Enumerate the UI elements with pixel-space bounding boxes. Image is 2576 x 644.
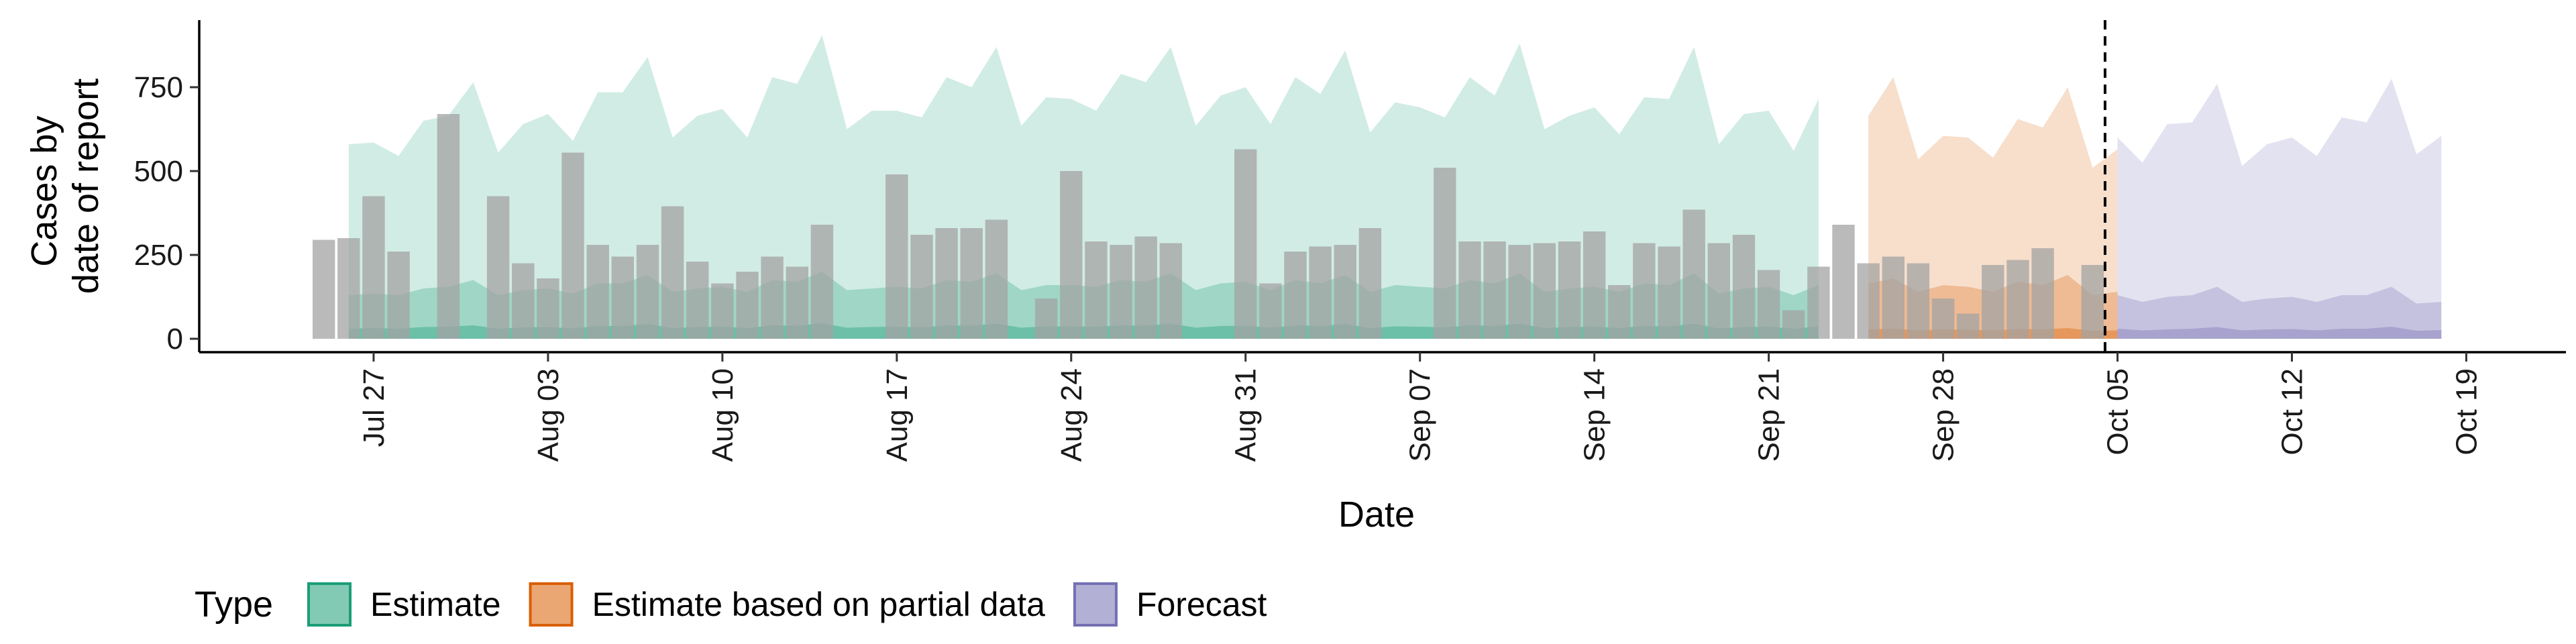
reported-cases-bar (586, 245, 609, 339)
reported-cases-bar (561, 152, 584, 339)
reported-cases-bar (512, 263, 535, 339)
reported-cases-bar (935, 228, 958, 339)
reported-cases-bar (686, 262, 709, 339)
reported-cases-bar (1957, 313, 1980, 339)
legend-key-estimate (307, 582, 352, 627)
reported-cases-bar (1358, 228, 1382, 339)
reported-cases-bar (910, 235, 933, 339)
reported-cases-bar (1807, 266, 1830, 339)
reported-cases-bar (1982, 265, 2004, 339)
reported-cases-bar (1682, 209, 1705, 339)
reported-cases-bar (636, 245, 659, 339)
reported-cases-bar (985, 219, 1008, 339)
reported-cases-bar (1309, 246, 1332, 339)
reported-cases-bar (1159, 243, 1182, 339)
reported-cases-bar (1608, 285, 1631, 339)
x-tick-label: Aug 03 (532, 368, 565, 462)
y-axis-title-line-1: Cases by (24, 115, 64, 266)
reported-cases-bar (761, 256, 784, 339)
reported-cases-bar (1558, 241, 1581, 339)
reported-cases-bar (362, 196, 385, 339)
x-tick-label: Aug 17 (881, 368, 914, 462)
x-tick-label: Sep 21 (1753, 368, 1786, 462)
y-tick-label: 500 (134, 155, 183, 188)
reported-cases-bar (885, 174, 908, 339)
x-tick-label: Sep 07 (1404, 368, 1437, 462)
x-tick-label: Sep 14 (1578, 368, 1611, 462)
reported-cases-bar (2081, 265, 2104, 339)
reported-cases-bar (1857, 263, 1880, 339)
legend-label: Estimate based on partial data (592, 586, 1046, 623)
reported-cases-bar (1732, 235, 1756, 339)
x-axis-title: Date (1338, 494, 1415, 535)
legend-label: Estimate (370, 586, 501, 623)
x-tick-label: Aug 10 (706, 368, 739, 462)
reported-cases-bar (1707, 243, 1730, 339)
reported-cases-bar (2006, 260, 2029, 339)
x-tick-label: Oct 12 (2276, 368, 2309, 455)
reported-cases-bar (1134, 236, 1157, 339)
reported-cases-bar (1931, 299, 1955, 339)
x-tick-label: Sep 28 (1927, 368, 1960, 462)
reported-cases-bar (486, 196, 510, 339)
reported-cases-bar (1533, 243, 1556, 339)
reported-cases-bar (1483, 241, 1506, 339)
x-tick-label: Oct 05 (2102, 368, 2135, 455)
reported-cases-bar (1334, 245, 1356, 339)
reported-cases-bar (313, 239, 335, 339)
reported-cases-bar (2031, 248, 2054, 339)
reported-cases-bar (387, 252, 410, 339)
reported-cases-bar (437, 114, 460, 339)
reported-cases-bar (337, 238, 360, 339)
reported-cases-bar (1658, 246, 1680, 339)
reported-cases-bar (1907, 263, 1930, 339)
plot-area (313, 20, 2442, 352)
reported-cases-bar (736, 272, 759, 339)
x-tick-label: Aug 31 (1230, 368, 1263, 462)
reported-cases-bar (786, 266, 808, 339)
legend-key-forecast (1073, 582, 1118, 627)
ribbon-estimate-based-on-partial-data-upper90 (1868, 77, 2118, 339)
reported-cases-bar (810, 225, 834, 339)
legend-label: Forecast (1136, 586, 1267, 623)
y-axis-title: Cases by date of report (24, 78, 106, 294)
reported-cases-bar (1757, 270, 1780, 339)
reported-cases-bar (1434, 168, 1456, 339)
y-tick-label: 750 (134, 71, 183, 104)
ribbon-forecast-upper20 (2117, 327, 2442, 339)
reported-cases-bar (1782, 310, 1805, 339)
legend-title: Type (195, 584, 273, 625)
x-tick-label: Aug 24 (1055, 368, 1088, 462)
reported-cases-bar (1882, 256, 1904, 339)
reported-cases-bar (537, 278, 559, 339)
reported-cases-bar (1633, 243, 1656, 339)
legend: Type Estimate Estimate based on partial d… (195, 582, 1267, 627)
x-tick-label: Oct 19 (2451, 368, 2483, 455)
reported-cases-bar (1508, 245, 1531, 339)
axes: 0 250 500 750 Jul 27 Aug 03 Aug 10 Aug 17 Aug 24… (134, 20, 2566, 462)
reported-cases-bar (611, 256, 634, 339)
legend-key-estimate-based-on-partial-data (529, 582, 574, 627)
reported-cases-bar (1110, 245, 1132, 339)
reported-cases-bar (1034, 299, 1058, 339)
reported-cases-bar (711, 283, 734, 339)
y-axis-title-line-2: date of report (66, 78, 106, 294)
ribbon-forecast-upper90 (2117, 78, 2442, 339)
y-tick-label: 250 (134, 239, 183, 272)
ribbon-forecast-upper50 (2117, 286, 2442, 339)
reported-cases-bar (661, 206, 684, 339)
reported-cases-bar (960, 228, 983, 339)
reported-cases-bar (1259, 283, 1282, 339)
reported-cases-bar (1060, 171, 1083, 339)
reported-cases-bar (1458, 241, 1481, 339)
reported-cases-bar (1284, 252, 1307, 339)
x-tick-label: Jul 27 (358, 368, 390, 447)
reported-cases-bar (1234, 149, 1257, 339)
reported-cases-bar (1085, 241, 1108, 339)
reported-cases-bar (1832, 225, 1855, 339)
y-tick-label: 0 (167, 323, 183, 356)
reported-cases-bar (1583, 231, 1606, 339)
